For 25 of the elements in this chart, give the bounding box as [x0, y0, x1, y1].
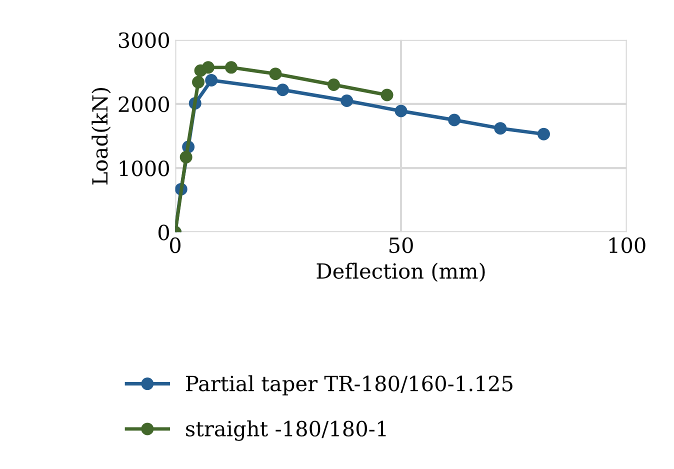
point	[494, 122, 507, 135]
y-tick-label: 0	[158, 224, 169, 240]
point	[276, 84, 289, 96]
y-axis-title: Load(kN)	[92, 88, 111, 184]
point	[269, 68, 282, 80]
point	[448, 114, 461, 126]
point	[537, 128, 550, 140]
point	[180, 150, 192, 164]
point	[205, 74, 218, 86]
point	[224, 61, 238, 74]
x-tick-label: 100	[609, 237, 646, 254]
x-tick-label: 50	[390, 237, 413, 254]
x-axis-title: Deflection (mm)	[316, 262, 485, 282]
y-tick-label: 2000	[118, 96, 169, 112]
legend-label: Partial taper TR-180/160-1.125	[186, 375, 512, 396]
y-tick-label: 1000	[120, 160, 169, 176]
point	[202, 61, 214, 74]
x-tick-label: 0	[170, 237, 180, 254]
legend-label: straight -180/180-1	[186, 420, 386, 441]
point	[340, 94, 354, 108]
y-tick-label: 3000	[118, 32, 169, 48]
point	[380, 88, 394, 102]
point	[327, 78, 340, 91]
point	[394, 104, 408, 118]
point	[192, 76, 205, 88]
